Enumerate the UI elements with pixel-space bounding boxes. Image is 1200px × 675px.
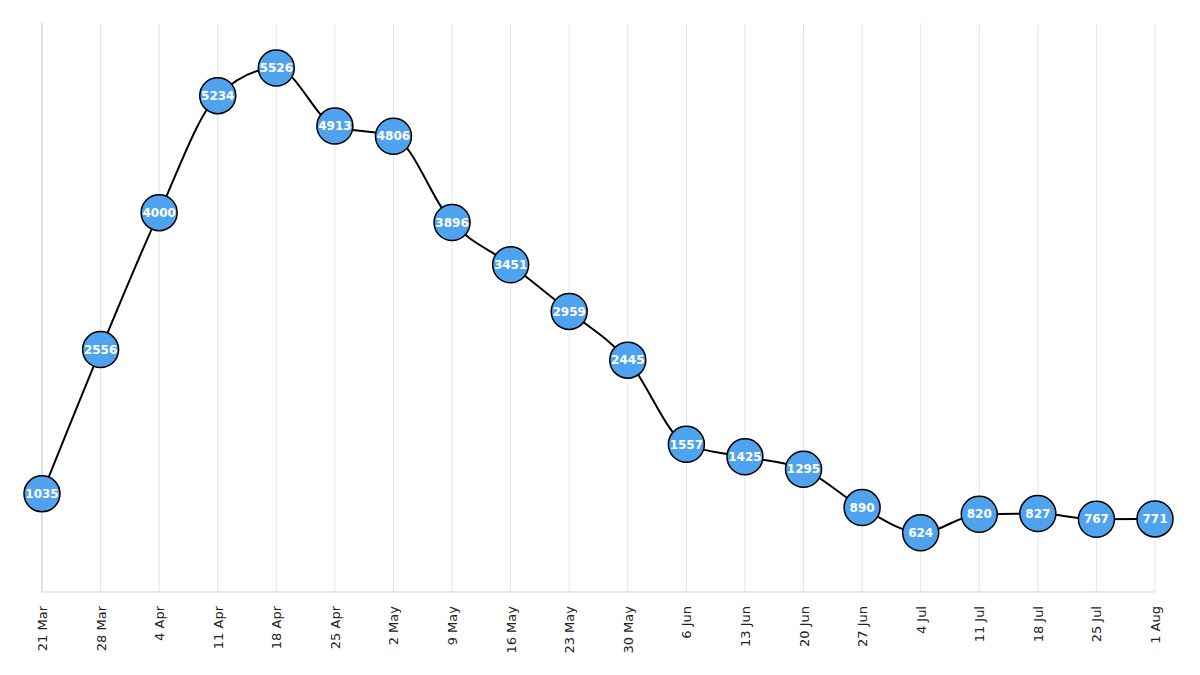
svg-text:1 Aug: 1 Aug xyxy=(1148,606,1163,644)
svg-text:1425: 1425 xyxy=(728,450,761,464)
svg-text:4913: 4913 xyxy=(318,119,351,133)
svg-text:27 Jun: 27 Jun xyxy=(855,606,870,647)
svg-text:4806: 4806 xyxy=(377,129,410,143)
svg-text:890: 890 xyxy=(850,501,875,515)
svg-text:4000: 4000 xyxy=(142,206,175,220)
svg-text:3451: 3451 xyxy=(494,258,527,272)
svg-text:30 May: 30 May xyxy=(621,606,636,654)
svg-text:4 Apr: 4 Apr xyxy=(152,605,167,641)
svg-text:18 Apr: 18 Apr xyxy=(269,605,284,649)
svg-text:3896: 3896 xyxy=(435,216,468,230)
svg-text:2445: 2445 xyxy=(611,353,644,367)
svg-text:21 Mar: 21 Mar xyxy=(35,605,50,651)
svg-text:767: 767 xyxy=(1084,512,1109,526)
svg-text:2556: 2556 xyxy=(84,343,117,357)
svg-text:5234: 5234 xyxy=(201,89,234,103)
svg-text:624: 624 xyxy=(908,526,933,540)
svg-text:25 Apr: 25 Apr xyxy=(328,605,343,649)
svg-text:827: 827 xyxy=(1025,507,1050,521)
svg-text:11 Jul: 11 Jul xyxy=(972,606,987,642)
svg-text:820: 820 xyxy=(967,507,992,521)
svg-text:23 May: 23 May xyxy=(562,606,577,654)
svg-text:6 Jun: 6 Jun xyxy=(679,606,694,639)
svg-text:28 Mar: 28 Mar xyxy=(94,605,109,651)
svg-text:1295: 1295 xyxy=(787,462,820,476)
svg-text:4 Jul: 4 Jul xyxy=(914,606,929,634)
svg-text:16 May: 16 May xyxy=(504,606,519,654)
svg-text:2959: 2959 xyxy=(553,305,586,319)
svg-text:1035: 1035 xyxy=(25,487,58,501)
svg-text:9 May: 9 May xyxy=(445,606,460,646)
svg-text:11 Apr: 11 Apr xyxy=(211,605,226,649)
svg-text:20 Jun: 20 Jun xyxy=(797,606,812,647)
svg-text:18 Jul: 18 Jul xyxy=(1031,606,1046,642)
svg-text:13 Jun: 13 Jun xyxy=(738,606,753,647)
svg-text:2 May: 2 May xyxy=(386,606,401,646)
svg-text:5526: 5526 xyxy=(260,61,293,75)
svg-text:1557: 1557 xyxy=(670,438,703,452)
svg-text:25 Jul: 25 Jul xyxy=(1089,606,1104,642)
svg-text:771: 771 xyxy=(1142,512,1167,526)
